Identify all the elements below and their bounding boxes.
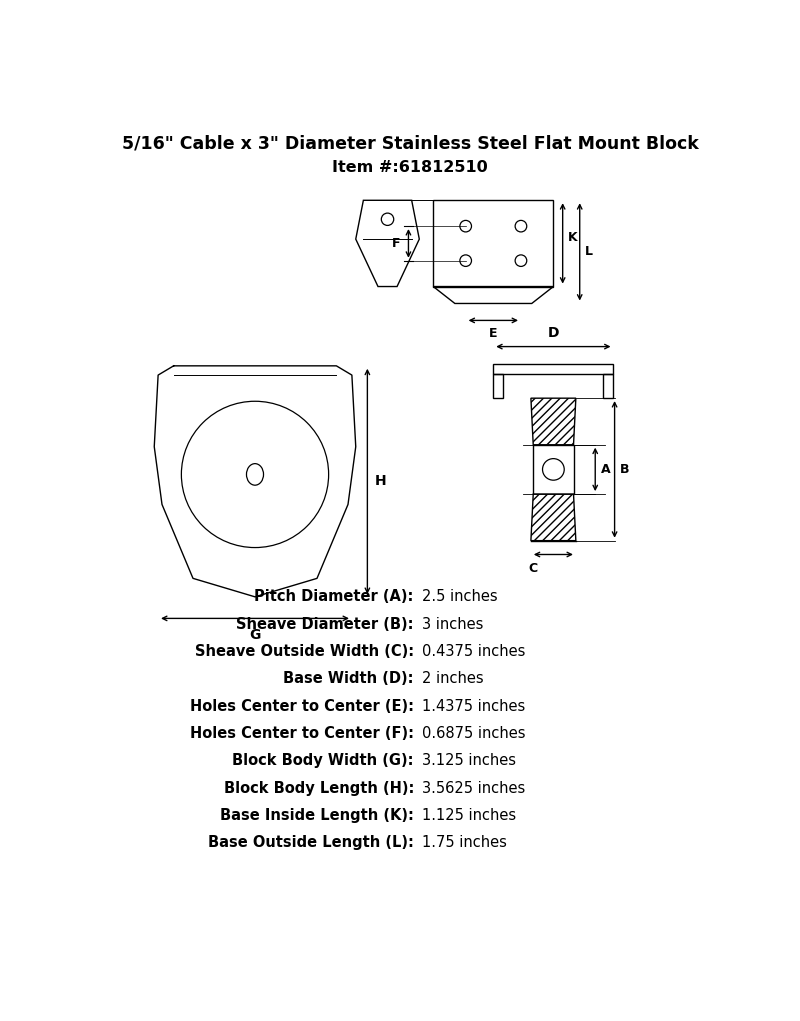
Bar [494,363,614,374]
Bar [534,445,574,494]
Text: Holes Center to Center (F):: Holes Center to Center (F): [190,726,414,741]
Bar [434,200,554,287]
Text: F: F [392,237,401,250]
Text: 2 inches: 2 inches [422,672,483,686]
Text: E: E [489,328,498,340]
Text: Sheave Outside Width (C):: Sheave Outside Width (C): [194,644,414,659]
Text: Holes Center to Center (E):: Holes Center to Center (E): [190,698,414,714]
Text: Pitch Diameter (A):: Pitch Diameter (A): [254,589,414,604]
Text: 0.4375 inches: 0.4375 inches [422,644,525,659]
Text: Block Body Width (G):: Block Body Width (G): [232,753,414,769]
Text: L: L [585,245,593,258]
Text: 1.75 inches: 1.75 inches [422,835,506,850]
Text: H: H [375,475,386,488]
Text: Item #:61812510: Item #:61812510 [332,160,488,176]
Text: A: A [601,463,610,476]
Text: Base Inside Length (K):: Base Inside Length (K): [220,808,414,823]
Text: B: B [620,463,630,476]
Text: Block Body Length (H):: Block Body Length (H): [223,781,414,795]
Polygon shape [531,398,576,445]
Text: Sheave Diameter (B):: Sheave Diameter (B): [236,617,414,632]
Text: C: C [528,563,537,575]
Text: Base Outside Length (L):: Base Outside Length (L): [208,835,414,850]
Bar [494,374,503,398]
Bar [603,374,614,398]
Text: 3.5625 inches: 3.5625 inches [422,781,525,795]
Text: 1.125 inches: 1.125 inches [422,808,516,823]
Text: 0.6875 inches: 0.6875 inches [422,726,525,741]
Text: 5/16" Cable x 3" Diameter Stainless Steel Flat Mount Block: 5/16" Cable x 3" Diameter Stainless Stee… [122,135,698,153]
Text: 3.125 inches: 3.125 inches [422,753,516,769]
Polygon shape [531,494,576,541]
Text: G: G [250,628,261,641]
Text: 3 inches: 3 inches [422,617,483,632]
Text: 2.5 inches: 2.5 inches [422,589,498,604]
Text: Base Width (D):: Base Width (D): [283,672,414,686]
Text: 1.4375 inches: 1.4375 inches [422,698,525,714]
Text: D: D [548,327,559,340]
Text: K: K [568,231,578,244]
